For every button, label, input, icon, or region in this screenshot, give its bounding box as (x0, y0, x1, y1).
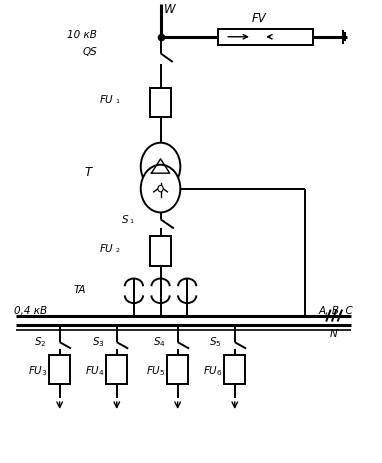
Bar (218, 30, 313, 46)
Text: 10 кВ: 10 кВ (67, 30, 97, 39)
Text: QS: QS (83, 47, 97, 57)
Bar (49, 355, 70, 385)
Text: W: W (164, 3, 176, 16)
Text: $S_4$: $S_4$ (153, 334, 166, 348)
Text: FU: FU (99, 94, 113, 105)
Text: $FU_4$: $FU_4$ (85, 364, 105, 378)
Text: 0,4 кВ: 0,4 кВ (14, 305, 47, 315)
Text: $FU_5$: $FU_5$ (146, 364, 165, 378)
Text: S: S (121, 215, 128, 225)
Text: FU: FU (99, 243, 113, 253)
Bar (106, 355, 127, 385)
Text: $_1$: $_1$ (129, 217, 134, 225)
Text: $S_5$: $S_5$ (209, 334, 222, 348)
Circle shape (141, 144, 180, 191)
Circle shape (158, 186, 163, 192)
Bar (150, 88, 171, 118)
Text: A, B, C: A, B, C (319, 305, 353, 315)
Text: $_1$: $_1$ (115, 96, 120, 105)
Text: $S_2$: $S_2$ (34, 334, 47, 348)
Text: $S_3$: $S_3$ (92, 334, 105, 348)
Text: $FU_6$: $FU_6$ (203, 364, 223, 378)
Text: T: T (85, 165, 92, 178)
Bar (167, 355, 188, 385)
Circle shape (141, 165, 180, 213)
Text: $_2$: $_2$ (115, 245, 120, 254)
Bar (224, 355, 245, 385)
Text: $FU_3$: $FU_3$ (28, 364, 48, 378)
Bar (150, 237, 171, 267)
Text: FV: FV (252, 13, 267, 25)
Text: TA: TA (74, 284, 86, 294)
Text: N: N (330, 328, 338, 338)
